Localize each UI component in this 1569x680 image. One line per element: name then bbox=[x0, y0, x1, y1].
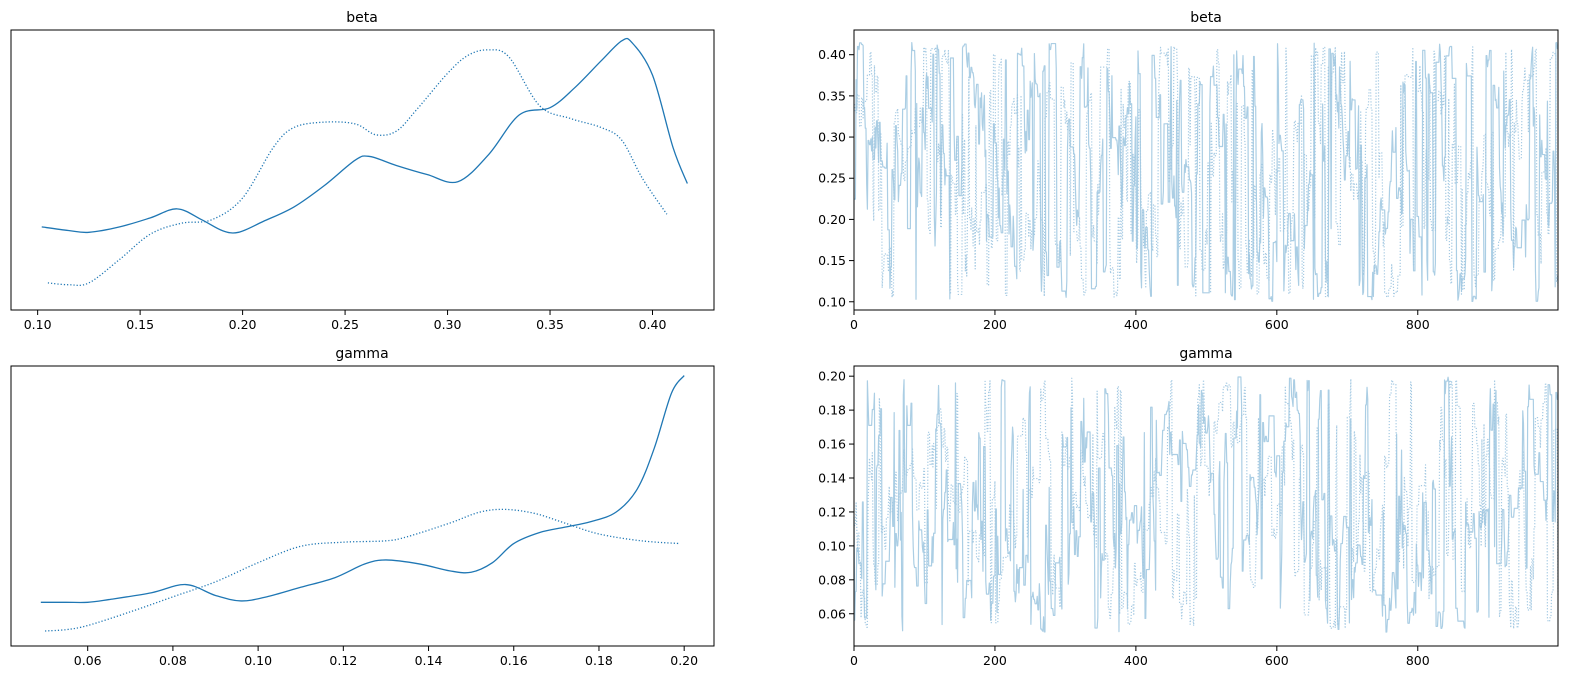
beta-density-xtick-label: 0.20 bbox=[229, 317, 257, 332]
gamma-trace-xtick-label: 600 bbox=[1265, 653, 1289, 668]
beta-density-xtick-label: 0.10 bbox=[24, 317, 52, 332]
gamma-trace-panel: gamma 0 200 400 600 800 0.06 0.08 0.10 0.12 0.14… bbox=[818, 346, 1559, 668]
beta-trace-series-solid bbox=[854, 41, 1558, 302]
gamma-trace-xtick-label: 200 bbox=[983, 653, 1007, 668]
gamma-density-xtick-label: 0.08 bbox=[159, 653, 187, 668]
beta-density-title: beta bbox=[346, 10, 378, 26]
beta-density-xtick-label: 0.35 bbox=[536, 317, 564, 332]
beta-trace-frame bbox=[853, 29, 1559, 311]
beta-trace-ytick-label: 0.40 bbox=[818, 47, 846, 62]
gamma-density-xtick-label: 0.06 bbox=[74, 653, 102, 668]
gamma-density-panel: gamma 0.06 0.08 0.10 0.12 0.14 0.16 0.18 0.20 bbox=[10, 346, 715, 668]
beta-trace-yticks: 0.10 0.15 0.20 0.25 0.30 0.35 0.40 bbox=[818, 47, 854, 309]
beta-trace-panel: beta 0 200 400 600 800 0.100.150.200.250.300… bbox=[818, 10, 1559, 332]
beta-trace-ytick-label: 0.10 bbox=[818, 294, 846, 309]
beta-density-xtick-label: 0.30 bbox=[434, 317, 462, 332]
gamma-trace-xtick-label: 800 bbox=[1406, 653, 1430, 668]
beta-density-panel: beta 0.10 0.15 0.20 0.25 0.30 0.35 0.40 bbox=[10, 10, 715, 332]
beta-density-frame bbox=[10, 29, 715, 311]
gamma-density-marks bbox=[40, 375, 685, 632]
beta-trace-xtick-label: 0 bbox=[850, 317, 858, 332]
gamma-trace-ytick-label: 0.16 bbox=[818, 437, 846, 452]
gamma-density-xtick-label: 0.10 bbox=[244, 653, 272, 668]
beta-density-xticks: 0.10 0.15 0.20 0.25 0.30 0.35 0.40 bbox=[24, 310, 667, 332]
gamma-density-series-dotted bbox=[45, 508, 680, 632]
beta-trace-xtick-label: 200 bbox=[983, 317, 1007, 332]
gamma-density-xtick-label: 0.18 bbox=[585, 653, 613, 668]
gamma-trace-frame bbox=[853, 365, 1559, 647]
gamma-density-xticks: 0.06 0.08 0.10 0.12 0.14 0.16 0.18 0.20 bbox=[74, 646, 698, 668]
beta-trace-ytick-label: 0.35 bbox=[818, 88, 846, 103]
gamma-trace-ytick-label: 0.18 bbox=[818, 403, 846, 418]
beta-density-xtick-label: 0.15 bbox=[126, 317, 154, 332]
gamma-trace-ytick-label: 0.10 bbox=[818, 538, 846, 553]
gamma-trace-xticks: 0 200 400 600 800 bbox=[850, 646, 1430, 668]
gamma-trace-ytick-label: 0.08 bbox=[818, 572, 846, 587]
beta-trace-xticks: 0 200 400 600 800 bbox=[850, 310, 1430, 332]
beta-trace-xtick-label: 600 bbox=[1265, 317, 1289, 332]
gamma-density-series-solid bbox=[40, 375, 685, 604]
gamma-density-xtick-label: 0.12 bbox=[329, 653, 357, 668]
beta-trace-ytick-label: 0.30 bbox=[818, 130, 846, 145]
beta-trace-title: beta bbox=[1190, 10, 1222, 26]
beta-trace-xtick-label: 400 bbox=[1124, 317, 1148, 332]
gamma-trace-ytick-label: 0.12 bbox=[818, 504, 846, 519]
gamma-trace-xtick-label: 400 bbox=[1124, 653, 1148, 668]
beta-trace-ytick-label: 0.15 bbox=[818, 253, 846, 268]
beta-density-xtick-label: 0.40 bbox=[639, 317, 667, 332]
gamma-trace-xtick-label: 0 bbox=[850, 653, 858, 668]
gamma-density-xtick-label: 0.20 bbox=[670, 653, 698, 668]
gamma-trace-ytick-label: 0.06 bbox=[818, 606, 846, 621]
beta-trace-ytick-label: 0.20 bbox=[818, 212, 846, 227]
gamma-trace-series-solid bbox=[853, 376, 1559, 633]
beta-trace-marks bbox=[854, 41, 1559, 302]
gamma-density-xtick-label: 0.16 bbox=[500, 653, 528, 668]
gamma-trace-title: gamma bbox=[1179, 346, 1232, 362]
gamma-density-xtick-label: 0.14 bbox=[415, 653, 443, 668]
gamma-trace-ytick-label: 0.20 bbox=[818, 369, 846, 384]
beta-density-marks bbox=[41, 37, 688, 287]
beta-trace-xtick-label: 800 bbox=[1406, 317, 1430, 332]
gamma-trace-yticks: 0.06 0.08 0.10 0.12 0.14 0.16 0.18 0.20 bbox=[818, 369, 854, 621]
gamma-trace-ytick-label: 0.14 bbox=[818, 471, 846, 486]
beta-trace-series-dotted bbox=[854, 45, 1559, 299]
beta-trace-ytick-label: 0.25 bbox=[818, 171, 846, 186]
gamma-density-frame bbox=[10, 365, 715, 647]
beta-density-xtick-label: 0.25 bbox=[331, 317, 359, 332]
gamma-trace-marks bbox=[853, 376, 1559, 633]
gamma-density-title: gamma bbox=[335, 346, 388, 362]
beta-density-series-solid bbox=[41, 37, 688, 234]
